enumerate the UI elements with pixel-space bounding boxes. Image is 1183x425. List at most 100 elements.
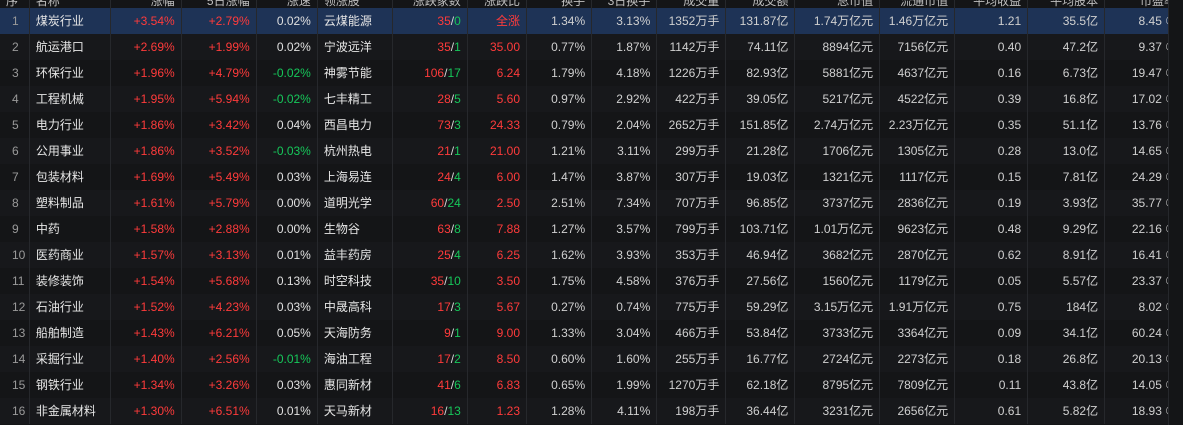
header-col-up-down-count[interactable]: 涨跌家数	[393, 0, 468, 8]
cell-turnover-3d: 7.34%	[592, 190, 658, 216]
cell-change: +1.86%	[111, 138, 182, 164]
cell-eps: 0.35	[955, 112, 1029, 138]
cell-name: 船舶制造	[30, 320, 111, 346]
cell-leader[interactable]: 天马新材	[318, 398, 393, 424]
header-col-float-cap[interactable]: 流通市值	[880, 0, 956, 8]
cell-leader[interactable]: 道明光学	[318, 190, 393, 216]
cell-up-down-count: 16/13	[393, 398, 468, 424]
cell-index: 11	[0, 268, 30, 294]
cell-index: 10	[0, 242, 30, 268]
cell-amount: 39.05亿	[726, 86, 796, 112]
table-row[interactable]: 14 采掘行业 +1.40% +2.56% -0.01% 海油工程 17/2 8.50 0.60…	[0, 346, 1183, 372]
cell-leader[interactable]: 海油工程	[318, 346, 393, 372]
cell-eps: 1.21	[955, 8, 1029, 34]
header-label: 成交额	[752, 0, 789, 8]
table-row[interactable]: 4 工程机械 +1.95% +5.94% -0.02% 七丰精工 28/5 5.60 0.97%…	[0, 86, 1183, 112]
cell-volume: 376万手	[657, 268, 727, 294]
cell-change-5d: +2.79%	[182, 8, 257, 34]
header-col-turnover[interactable]: 换手	[527, 0, 593, 8]
header-col-name[interactable]: 名称	[30, 0, 111, 8]
down-count: 3	[454, 300, 461, 314]
cell-change: +1.34%	[111, 372, 182, 398]
up-count: 35	[437, 14, 451, 28]
cell-leader[interactable]: 宁波远洋	[318, 34, 393, 60]
table-row[interactable]: 11 装修装饰 +1.54% +5.68% 0.13% 时空科技 35/10 3.50 1.75…	[0, 268, 1183, 294]
table-row[interactable]: 3 环保行业 +1.96% +4.79% -0.02% 神雾节能 106/17 6.24 1.7…	[0, 60, 1183, 86]
cell-leader[interactable]: 西昌电力	[318, 112, 393, 138]
cell-turnover-3d: 4.58%	[592, 268, 658, 294]
cell-change-5d: +5.79%	[182, 190, 257, 216]
table-row[interactable]: 7 包装材料 +1.69% +5.49% 0.03% 上海易连 24/4 6.00 1.47% 3…	[0, 164, 1183, 190]
header-col-turnover-3d[interactable]: 3日换手	[592, 0, 658, 8]
cell-name: 钢铁行业	[30, 372, 111, 398]
cell-market-cap: 1706亿元	[795, 138, 881, 164]
header-col-leader[interactable]: 领涨股	[318, 0, 393, 8]
header-col-amount[interactable]: 成交额	[726, 0, 796, 8]
cell-volume: 299万手	[657, 138, 727, 164]
cell-leader[interactable]: 益丰药房	[318, 242, 393, 268]
cell-change-5d: +6.51%	[182, 398, 257, 424]
table-row[interactable]: 9 中药 +1.58% +2.88% 0.00% 生物谷 63/8 7.88 1.27% 3.57…	[0, 216, 1183, 242]
down-count: 4	[454, 248, 461, 262]
cell-turnover-3d: 3.93%	[592, 242, 658, 268]
cell-up-down-ratio: 6.83	[468, 372, 528, 398]
cell-leader[interactable]: 云煤能源	[318, 8, 393, 34]
cell-leader[interactable]: 中晟高科	[318, 294, 393, 320]
cell-speed: 0.02%	[257, 34, 318, 60]
table-row[interactable]: 6 公用事业 +1.86% +3.52% -0.03% 杭州热电 21/1 21.00 1.21…	[0, 138, 1183, 164]
cell-turnover-3d: 4.18%	[592, 60, 658, 86]
cell-change: +1.96%	[111, 60, 182, 86]
table-row[interactable]: 8 塑料制品 +1.61% +5.79% 0.00% 道明光学 60/24 2.50 2.51%…	[0, 190, 1183, 216]
table-row[interactable]: 10 医药商业 +1.57% +3.13% 0.01% 益丰药房 25/4 6.25 1.62%…	[0, 242, 1183, 268]
cell-speed: -0.01%	[257, 346, 318, 372]
header-col-change-5d[interactable]: 5日涨幅	[182, 0, 257, 8]
cell-up-down-ratio: 6.25	[468, 242, 528, 268]
header-col-shares[interactable]: 平均股本	[1028, 0, 1106, 8]
cell-turnover: 1.34%	[527, 8, 593, 34]
cell-leader[interactable]: 天海防务	[318, 320, 393, 346]
table-row[interactable]: 5 电力行业 +1.86% +3.42% 0.04% 西昌电力 73/3 24.33 0.79%…	[0, 112, 1183, 138]
table-row[interactable]: 2 航运港口 +2.69% +1.99% 0.02% 宁波远洋 35/1 35.00 0.77%…	[0, 34, 1183, 60]
cell-change: +1.52%	[111, 294, 182, 320]
header-col-index[interactable]: 序	[0, 0, 30, 8]
cell-name: 航运港口	[30, 34, 111, 60]
cell-up-down-count: 35/0	[393, 8, 468, 34]
cell-amount: 103.71亿	[726, 216, 796, 242]
cell-leader[interactable]: 时空科技	[318, 268, 393, 294]
cell-leader[interactable]: 惠同新材	[318, 372, 393, 398]
header-col-market-cap[interactable]: 总市值	[795, 0, 881, 8]
cell-change: +1.43%	[111, 320, 182, 346]
cell-leader[interactable]: 七丰精工	[318, 86, 393, 112]
cell-turnover-3d: 1.60%	[592, 346, 658, 372]
header-col-up-down-ratio[interactable]: 涨跌比	[468, 0, 527, 8]
cell-change-5d: +1.99%	[182, 34, 257, 60]
vertical-scrollbar[interactable]	[1168, 0, 1183, 425]
header-col-eps[interactable]: 平均收益	[955, 0, 1029, 8]
cell-turnover: 1.27%	[527, 216, 593, 242]
cell-shares: 9.29亿	[1028, 216, 1106, 242]
header-col-speed[interactable]: 涨速	[257, 0, 318, 8]
header-col-change[interactable]: 涨幅	[111, 0, 182, 8]
table-row[interactable]: 12 石油行业 +1.52% +4.23% 0.03% 中晟高科 17/3 5.67 0.27%…	[0, 294, 1183, 320]
header-label: 流通市值	[900, 0, 949, 8]
cell-change: +1.58%	[111, 216, 182, 242]
cell-float-cap: 2.23万亿元	[880, 112, 956, 138]
table-row[interactable]: 13 船舶制造 +1.43% +6.21% 0.05% 天海防务 9/1 9.00 1.33% 3…	[0, 320, 1183, 346]
table-row[interactable]: 15 钢铁行业 +1.34% +3.26% 0.03% 惠同新材 41/6 6.83 0.65%…	[0, 372, 1183, 398]
header-col-volume[interactable]: 成交量	[657, 0, 727, 8]
cell-leader[interactable]: 神雾节能	[318, 60, 393, 86]
cell-index: 12	[0, 294, 30, 320]
table-row[interactable]: 16 非金属材料 +1.30% +6.51% 0.01% 天马新材 16/13 1.23 1.2…	[0, 398, 1183, 424]
down-count: 4	[454, 170, 461, 184]
cell-leader[interactable]: 杭州热电	[318, 138, 393, 164]
table-row[interactable]: 1 煤炭行业 +3.54% +2.79% 0.02% 云煤能源 35/0 全涨 1.34% 3.1…	[0, 8, 1183, 34]
cell-leader[interactable]: 生物谷	[318, 216, 393, 242]
down-count: 1	[454, 40, 461, 54]
up-count: 9	[444, 326, 451, 340]
cell-turnover-3d: 3.87%	[592, 164, 658, 190]
cell-turnover: 0.79%	[527, 112, 593, 138]
cell-amount: 131.87亿	[726, 8, 796, 34]
cell-name: 电力行业	[30, 112, 111, 138]
cell-up-down-ratio: 21.00	[468, 138, 528, 164]
cell-leader[interactable]: 上海易连	[318, 164, 393, 190]
